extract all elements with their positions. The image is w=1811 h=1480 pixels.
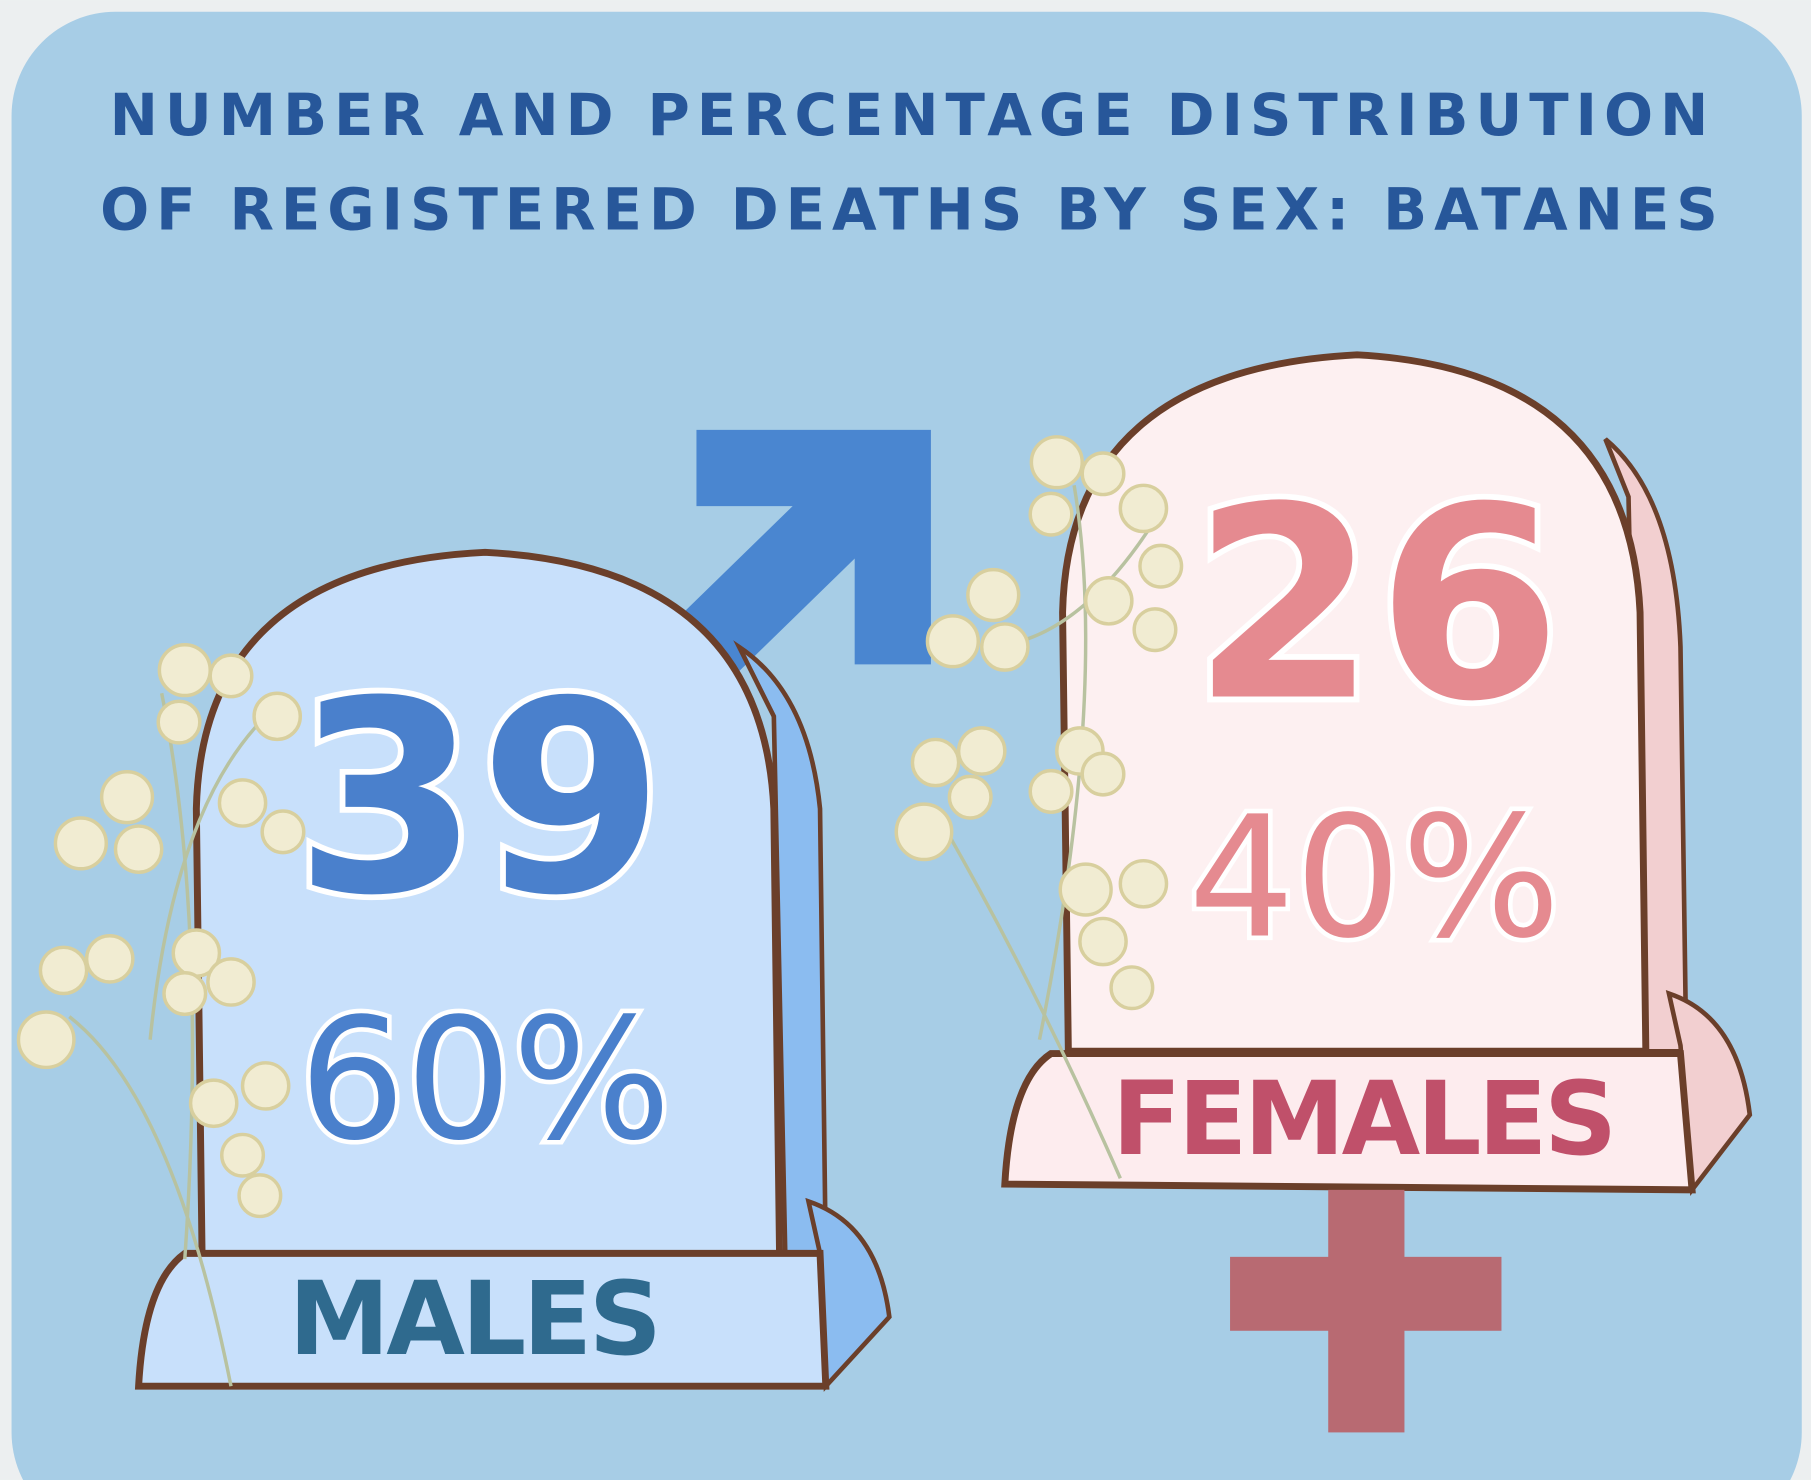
title-line: OF REGISTERED DEATHS BY SEX: BATANES xyxy=(100,176,1725,244)
female-symbol xyxy=(1230,1189,1502,1433)
male-count: 39 xyxy=(294,644,664,954)
title-line: NUMBER AND PERCENTAGE DISTRIBUTION xyxy=(110,81,1716,149)
flowers xyxy=(16,435,1184,1387)
male-percent: 60% xyxy=(299,984,671,1178)
female-count: 26 xyxy=(1192,450,1562,760)
female-tombstone xyxy=(1001,351,1753,1197)
female-percent: 40% xyxy=(1188,781,1560,975)
male-label: MALES xyxy=(289,1260,659,1378)
female-label: FEMALES xyxy=(1112,1060,1614,1178)
male-tombstone xyxy=(134,548,892,1392)
